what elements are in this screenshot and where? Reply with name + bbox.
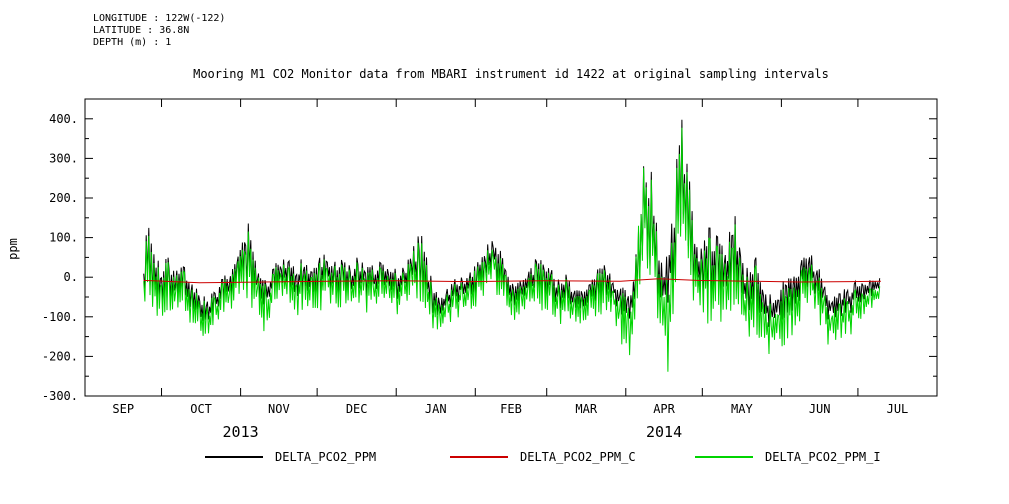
- svg-text:APR: APR: [653, 402, 675, 416]
- svg-text:SEP: SEP: [112, 402, 134, 416]
- svg-text:2014: 2014: [646, 423, 682, 441]
- svg-text:JUN: JUN: [809, 402, 831, 416]
- legend-label: DELTA_PCO2_PPM_I: [765, 450, 881, 464]
- svg-text:100.: 100.: [49, 231, 78, 245]
- legend-swatch-black-line: [205, 456, 263, 458]
- header-latitude: LATITUDE : 36.8N: [93, 25, 190, 36]
- svg-text:-100.: -100.: [42, 310, 78, 324]
- svg-text:-300.: -300.: [42, 389, 78, 403]
- svg-text:2013: 2013: [223, 423, 259, 441]
- svg-text:300.: 300.: [49, 151, 78, 165]
- legend-item-delta-pco2-ppm-c: DELTA_PCO2_PPM_C: [450, 450, 636, 464]
- svg-text:-200.: -200.: [42, 349, 78, 363]
- plot-title: Mooring M1 CO2 Monitor data from MBARI i…: [193, 67, 829, 81]
- legend-label: DELTA_PCO2_PPM_C: [520, 450, 636, 464]
- svg-text:0.: 0.: [64, 270, 78, 284]
- svg-text:OCT: OCT: [190, 402, 212, 416]
- svg-text:200.: 200.: [49, 191, 78, 205]
- header-depth: DEPTH (m) : 1: [93, 37, 172, 48]
- svg-text:FEB: FEB: [500, 402, 522, 416]
- legend-item-delta-pco2-ppm: DELTA_PCO2_PPM: [205, 450, 376, 464]
- svg-text:NOV: NOV: [268, 402, 290, 416]
- svg-text:DEC: DEC: [346, 402, 368, 416]
- svg-text:400.: 400.: [49, 112, 78, 126]
- y-axis-label: ppm: [5, 238, 20, 260]
- legend-item-delta-pco2-ppm-i: DELTA_PCO2_PPM_I: [695, 450, 881, 464]
- svg-text:MAY: MAY: [731, 402, 753, 416]
- header-longitude: LONGITUDE : 122W(-122): [93, 13, 226, 24]
- svg-text:MAR: MAR: [575, 402, 597, 416]
- legend-swatch-green-line: [695, 456, 753, 458]
- legend-swatch-red-line: [450, 456, 508, 458]
- legend-label: DELTA_PCO2_PPM: [275, 450, 377, 464]
- svg-text:JUL: JUL: [887, 402, 909, 416]
- svg-text:JAN: JAN: [425, 402, 447, 416]
